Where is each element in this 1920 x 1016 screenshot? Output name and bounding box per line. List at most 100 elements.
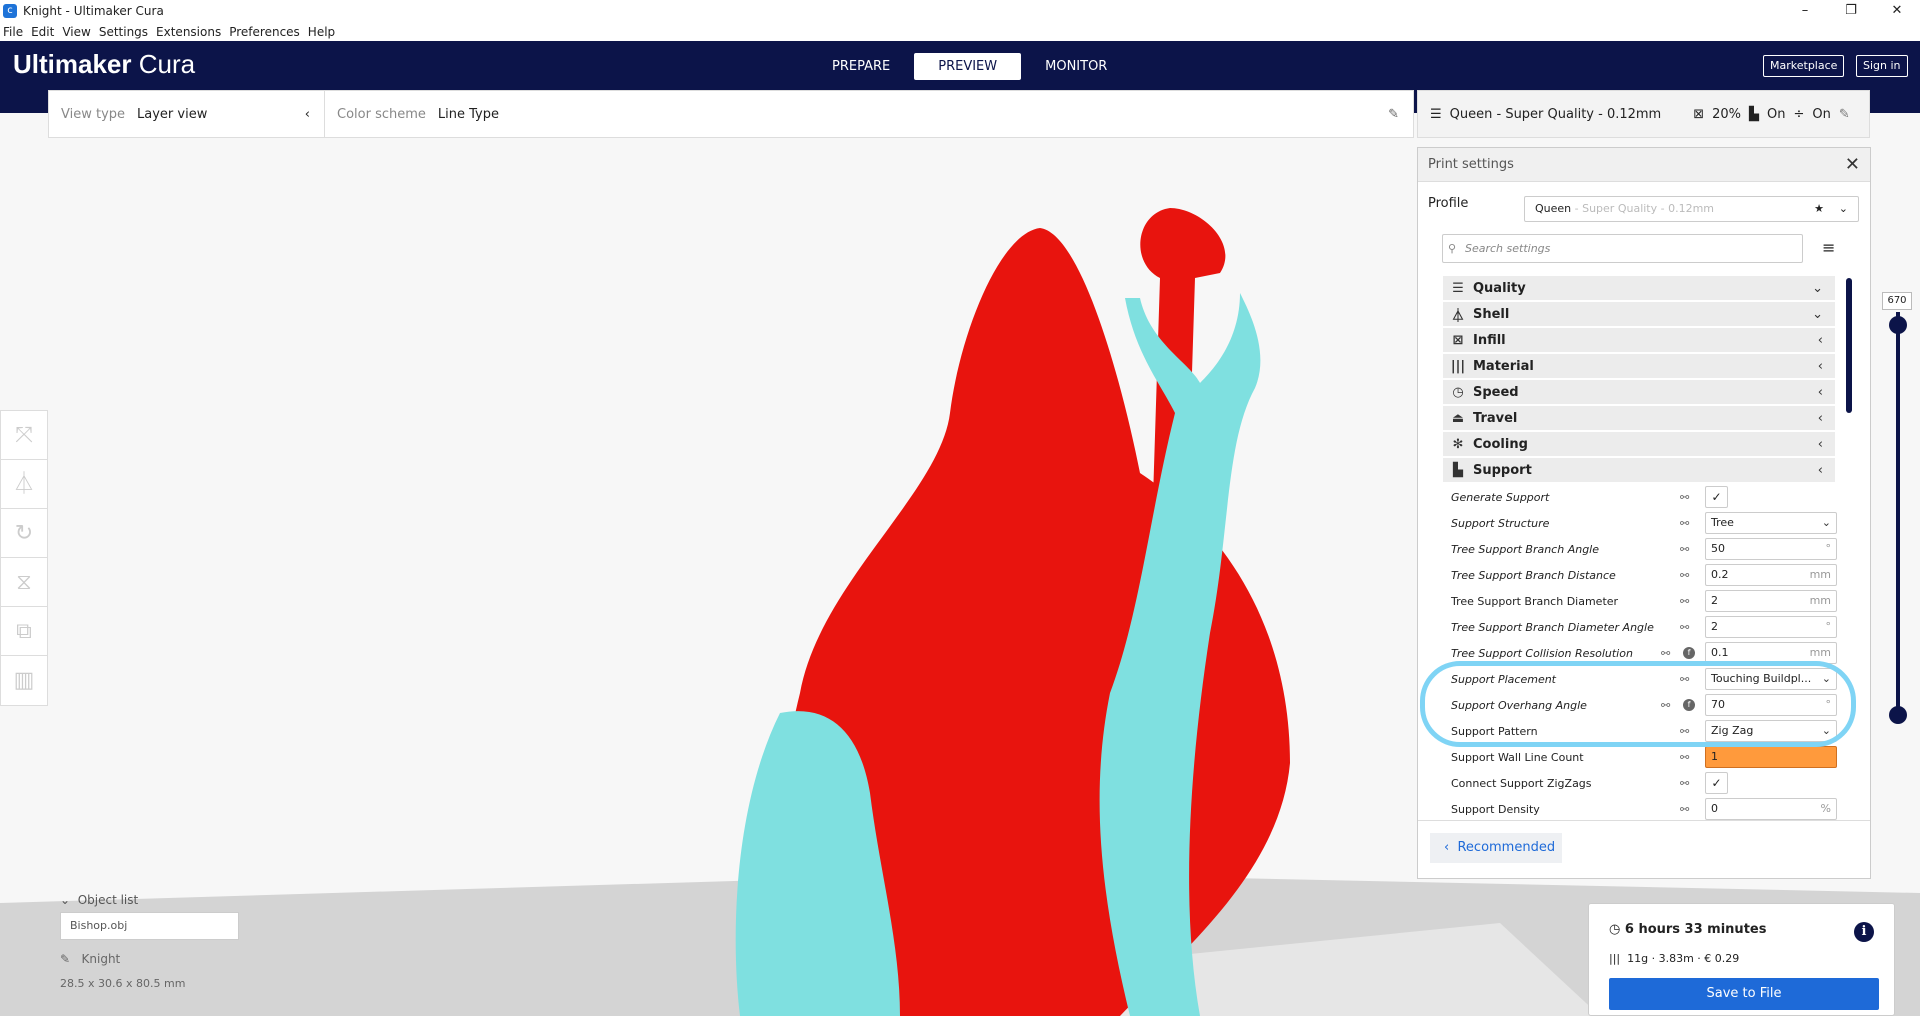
minimize-button[interactable]: – [1801,3,1809,18]
info-icon[interactable]: i [1854,922,1874,942]
settings-scrollbar[interactable] [1846,278,1852,413]
category-cooling[interactable]: ✻ Cooling ‹ [1443,432,1835,456]
category-shell[interactable]: ⏃ Shell ⌄ [1443,302,1835,326]
category-infill[interactable]: ⊠ Infill ‹ [1443,328,1835,352]
menu-file[interactable]: File [3,24,24,39]
menu-bar: File Edit View Settings Extensions Prefe… [0,22,1920,41]
profile-label: Profile [1428,196,1469,211]
clock-icon: ◷ [1609,922,1621,937]
star-icon[interactable]: ★ [1814,202,1824,215]
profile-dropdown[interactable]: Queen - Super Quality - 0.12mm ★ ⌄ [1524,196,1859,222]
object-name[interactable]: ✎ Knight [60,952,120,966]
setting-row: Connect Support ZigZags ⚯ ✓ [1443,770,1835,796]
menu-preferences[interactable]: Preferences [229,24,300,39]
function-icon[interactable]: f [1683,699,1695,711]
link-icon: ⚯ [1680,594,1690,608]
object-dimensions: 28.5 x 30.6 x 80.5 mm [60,977,186,990]
setting-input[interactable]: 70 ° [1705,694,1837,716]
rotate-tool[interactable]: ↻ [1,509,47,558]
close-window-button[interactable]: ✕ [1891,3,1903,18]
link-icon: ⚯ [1680,490,1690,504]
chevron-icon: ‹ [1817,436,1823,452]
setting-input[interactable]: 50 ° [1705,538,1837,560]
scale-tool[interactable]: ⏃ [1,460,47,509]
per-model-settings-tool[interactable]: ⧉ [1,607,47,656]
restore-button[interactable]: ❐ [1845,3,1857,18]
view-type-label: View type [61,106,126,122]
layer-slider-bottom-handle[interactable] [1889,706,1907,724]
support-value: On [1767,106,1786,122]
print-time-text: 6 hours 33 minutes [1624,922,1767,937]
category-material[interactable]: ||| Material ‹ [1443,354,1835,378]
color-scheme-dropdown[interactable]: Color scheme Line Type ✎ [325,91,1413,137]
layer-slider-top-handle[interactable] [1889,316,1907,334]
support-blocker-tool[interactable]: ▥ [13,668,35,693]
menu-settings[interactable]: Settings [98,24,149,39]
settings-menu-icon[interactable]: ≡ [1822,238,1836,257]
setting-label: Generate Support [1451,490,1550,504]
setting-input-error[interactable]: 1 [1705,746,1837,768]
unit-label: ° [1825,620,1832,633]
support-tree-right [1099,293,1261,1016]
mirror-tool[interactable]: ⧖ [1,558,47,607]
profile-name: Queen [1535,202,1572,215]
category-support[interactable]: ▙ Support ‹ [1443,458,1835,482]
category-travel[interactable]: ⏏ Travel ‹ [1443,406,1835,430]
menu-help[interactable]: Help [307,24,336,39]
profile-icon: ☰ [1430,106,1442,122]
dropdown-value: Touching Buildpl... [1711,672,1812,685]
search-icon: ⚲ [1448,242,1457,255]
pencil-icon: ✎ [60,952,71,966]
tab-prepare[interactable]: PREPARE [832,59,891,74]
chevron-down-icon: ⌄ [1838,202,1848,215]
setting-dropdown[interactable]: Tree ⌄ [1705,512,1837,534]
input-value: 0.1 [1711,646,1729,659]
move-tool[interactable]: ⤧ [1,411,47,460]
menu-edit[interactable]: Edit [31,24,55,39]
sign-in-button[interactable]: Sign in [1856,55,1908,77]
save-to-file-button[interactable]: Save to File [1609,978,1879,1010]
tab-preview[interactable]: PREVIEW [914,53,1022,80]
chevron-icon: ‹ [1817,358,1823,374]
setting-row: Support Wall Line Count ⚯ 1 [1443,744,1837,770]
tab-monitor[interactable]: MONITOR [1045,59,1108,74]
link-icon: ⚯ [1680,802,1690,816]
logo: Ultimaker Cura [13,49,196,79]
setting-label: Support Wall Line Count [1451,750,1584,764]
recommended-button[interactable]: ‹ Recommended [1430,833,1562,863]
setting-input[interactable]: 0.2 mm [1705,564,1837,586]
setting-label: Support Structure [1451,516,1550,530]
checkbox[interactable]: ✓ [1705,486,1728,508]
setting-input[interactable]: 0% [1705,798,1837,820]
object-list-item[interactable]: Bishop.obj [60,912,239,940]
menu-view[interactable]: View [62,24,91,39]
search-input[interactable]: ⚲ Search settings [1442,234,1803,263]
layer-slider[interactable] [1896,312,1900,716]
category-label: Material [1473,358,1534,374]
category-speed[interactable]: ◷ Speed ‹ [1443,380,1835,404]
setting-input[interactable]: 2 ° [1705,616,1837,638]
setting-label: Tree Support Branch Diameter Angle [1451,620,1654,634]
function-icon[interactable]: f [1683,647,1695,659]
chevron-down-icon: ⌄ [1821,516,1831,529]
material-icon: ||| [1450,358,1466,374]
setting-row: Tree Support Branch Diameter Angle ⚯ 2 ° [1443,614,1837,640]
material-estimate: ||| 11g · 3.83m · € 0.29 [1609,952,1739,965]
adhesion-value: On [1812,106,1831,122]
print-time: ◷ 6 hours 33 minutes [1609,922,1766,937]
layer-number[interactable]: 670 [1882,292,1912,310]
view-type-value: Layer view [137,106,208,122]
view-type-dropdown[interactable]: View type Layer view ‹ [49,91,325,137]
category-quality[interactable]: ☰ Quality ⌄ [1443,276,1835,300]
category-label: Cooling [1473,436,1528,452]
object-list-toggle[interactable]: ⌄ Object list [60,893,138,907]
checkbox[interactable]: ✓ [1705,772,1728,794]
unit-label: ° [1825,542,1832,555]
menu-extensions[interactable]: Extensions [156,24,222,39]
view-bar: View type Layer view ‹ Color scheme Line… [48,90,1414,138]
print-setup-selector[interactable]: ☰ Queen - Super Quality - 0.12mm ⊠ 20% ▙ O… [1417,90,1870,138]
setting-label: Support Density [1451,802,1540,816]
close-icon[interactable]: ✕ [1844,154,1860,175]
marketplace-button[interactable]: Marketplace [1763,55,1845,77]
setting-input[interactable]: 2 mm [1705,590,1837,612]
